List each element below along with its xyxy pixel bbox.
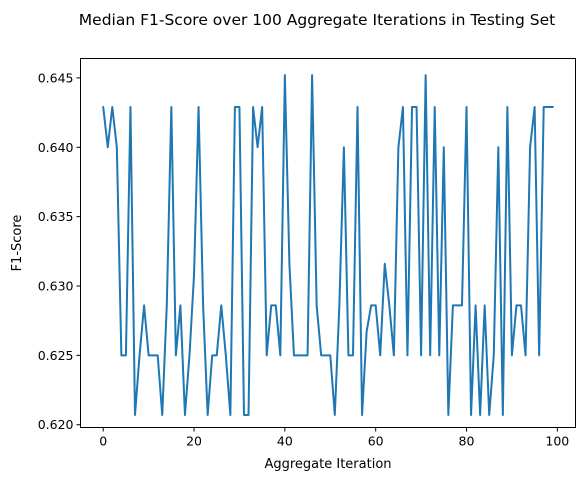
x-tick-label: 0 (99, 434, 107, 449)
y-tick-label: 0.645 (38, 70, 74, 85)
series-line (102, 74, 554, 417)
x-axis-label: Aggregate Iteration (264, 457, 391, 472)
x-tick-label: 20 (186, 434, 202, 449)
x-tick-label: 40 (277, 434, 293, 449)
y-axis-label: F1-Score (10, 215, 25, 272)
chart-title: Median F1-Score over 100 Aggregate Itera… (79, 11, 555, 29)
x-tick-label: 60 (368, 434, 384, 449)
y-tick-label: 0.635 (38, 209, 74, 224)
plot-area: 0.620 0.625 0.630 0.635 0.640 0.645 0 20 40 60 80… (38, 58, 576, 449)
plot-frame (80, 58, 576, 428)
y-tick-label: 0.620 (38, 417, 74, 432)
x-tick-label: 80 (459, 434, 475, 449)
y-tick-label: 0.625 (38, 348, 74, 363)
x-axis: 0 20 40 60 80 100 (99, 427, 569, 449)
y-tick-label: 0.640 (38, 140, 74, 155)
y-axis: 0.620 0.625 0.630 0.635 0.640 0.645 (38, 70, 81, 432)
y-tick-label: 0.630 (38, 279, 74, 294)
x-tick-label: 100 (545, 434, 569, 449)
